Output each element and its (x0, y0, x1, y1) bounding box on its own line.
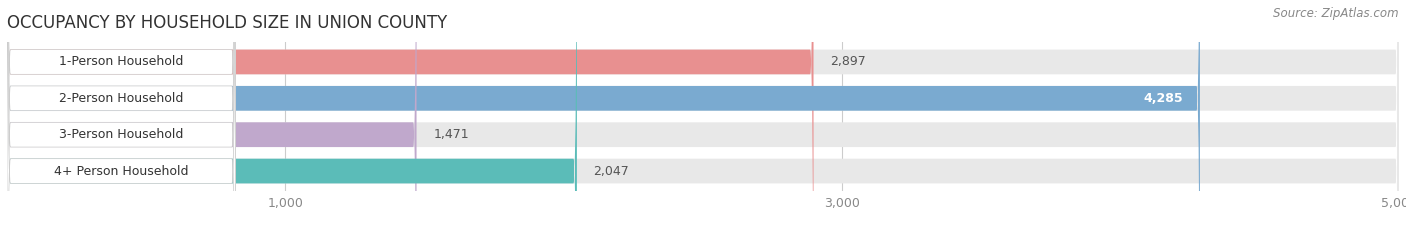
Text: OCCUPANCY BY HOUSEHOLD SIZE IN UNION COUNTY: OCCUPANCY BY HOUSEHOLD SIZE IN UNION COU… (7, 14, 447, 32)
Text: 2,897: 2,897 (830, 55, 866, 69)
Text: 1-Person Household: 1-Person Household (59, 55, 183, 69)
Text: 4+ Person Household: 4+ Person Household (53, 164, 188, 178)
FancyBboxPatch shape (7, 0, 1399, 233)
Text: 4,285: 4,285 (1143, 92, 1184, 105)
FancyBboxPatch shape (7, 0, 814, 233)
FancyBboxPatch shape (7, 0, 235, 233)
Text: 3-Person Household: 3-Person Household (59, 128, 183, 141)
FancyBboxPatch shape (7, 0, 1399, 233)
FancyBboxPatch shape (7, 0, 576, 233)
FancyBboxPatch shape (7, 0, 235, 233)
Text: 2-Person Household: 2-Person Household (59, 92, 183, 105)
Text: 2,047: 2,047 (593, 164, 630, 178)
FancyBboxPatch shape (7, 0, 416, 233)
FancyBboxPatch shape (7, 0, 235, 233)
FancyBboxPatch shape (7, 0, 1399, 233)
FancyBboxPatch shape (7, 0, 1199, 233)
FancyBboxPatch shape (7, 0, 235, 233)
FancyBboxPatch shape (7, 0, 1399, 233)
Text: 1,471: 1,471 (433, 128, 468, 141)
Text: Source: ZipAtlas.com: Source: ZipAtlas.com (1274, 7, 1399, 20)
